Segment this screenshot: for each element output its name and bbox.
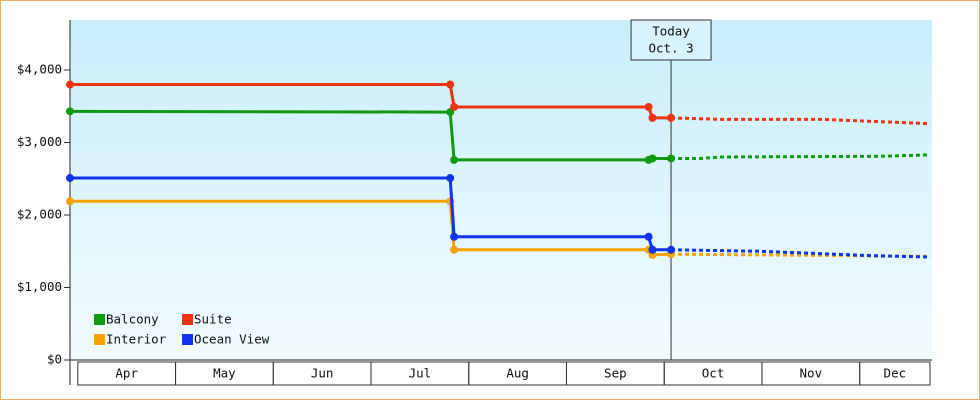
point [667, 245, 676, 254]
point [450, 232, 459, 241]
x-tick-label: Jun [311, 366, 334, 381]
point [667, 113, 676, 122]
legend-swatch [182, 334, 193, 345]
today-label: Today [652, 24, 690, 39]
point [450, 155, 459, 164]
point [446, 80, 455, 89]
x-tick-label: Sep [604, 366, 627, 381]
month-band [859, 361, 931, 386]
today-date: Oct. 3 [648, 41, 693, 56]
legend-label: Balcony [106, 312, 159, 327]
x-tick-label: Nov [800, 366, 823, 381]
point [66, 197, 74, 206]
x-tick-label: Dec [884, 366, 907, 381]
forecast-line [671, 153, 931, 160]
point [648, 245, 657, 254]
legend-label: Suite [194, 312, 232, 327]
legend-swatch [94, 314, 105, 325]
point [648, 154, 657, 163]
legend-label: Ocean View [194, 332, 270, 347]
y-tick-label: $4,000 [17, 62, 62, 77]
point [648, 113, 657, 122]
x-tick-label: Apr [115, 366, 138, 381]
point [644, 102, 653, 111]
y-tick-label: $3,000 [17, 134, 62, 149]
point [66, 107, 74, 116]
forecast-line [671, 116, 931, 126]
forecast-line [671, 248, 931, 259]
y-tick-label: $0 [47, 352, 62, 367]
point [450, 245, 459, 254]
today-box [630, 19, 712, 61]
x-tick-label: Jul [409, 366, 432, 381]
x-tick-label: May [213, 366, 236, 381]
y-tick-label: $2,000 [17, 207, 62, 222]
point [446, 174, 455, 183]
y-tick-label: $1,000 [17, 279, 62, 294]
plot-area [70, 20, 932, 360]
point [667, 154, 676, 163]
point [66, 80, 74, 89]
point [66, 174, 74, 183]
x-tick-label: Aug [506, 366, 529, 381]
legend-swatch [94, 334, 105, 345]
legend-swatch [182, 314, 193, 325]
forecast-line [671, 252, 931, 258]
legend-label: Interior [106, 332, 167, 347]
point [644, 232, 653, 241]
x-tick-label: Oct [702, 366, 725, 381]
point [450, 102, 459, 111]
